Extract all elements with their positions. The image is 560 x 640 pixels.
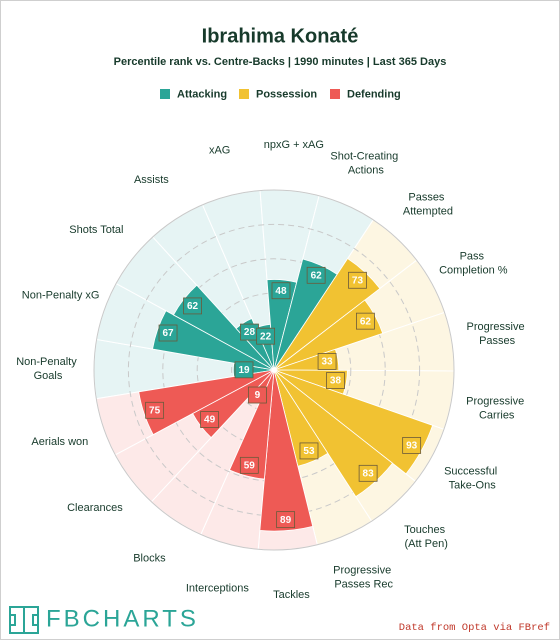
value-label: 62	[360, 316, 372, 327]
value-label: 49	[204, 415, 216, 426]
category-label: Progressive Passes Rec	[333, 564, 394, 590]
value-label: 67	[162, 328, 174, 339]
labels: 19 Non-Penalty Goals 67 Non-Penalty xG 62 Sho…	[16, 139, 527, 601]
value-label-box	[402, 437, 422, 454]
logo-icon	[9, 606, 39, 634]
legend-swatch	[239, 89, 249, 99]
value-label: 48	[275, 286, 287, 297]
category-label: Passes Attempted	[403, 191, 453, 217]
category-label: Pass Completion %	[439, 250, 508, 276]
category-label: Touches (Att Pen)	[404, 524, 448, 550]
value-label: 33	[322, 357, 334, 368]
chart-subtitle: Percentile rank vs. Centre-Backs | 1990 …	[114, 56, 447, 68]
value-label-box	[356, 312, 375, 330]
category-label: Progressive Carries	[466, 395, 527, 421]
legend-swatch	[330, 89, 340, 99]
value-label-box	[358, 464, 378, 482]
source-note: Data from Opta via FBref	[399, 622, 550, 634]
grid-circle	[127, 223, 421, 517]
category-label: npxG + xAG	[264, 139, 324, 151]
value-label-box	[348, 271, 367, 289]
category-label: Tackles	[273, 589, 310, 601]
value-label: 75	[149, 405, 161, 416]
value-label: 53	[303, 446, 315, 457]
value-label: 19	[238, 365, 250, 376]
value-label: 22	[260, 331, 272, 342]
value-label-box	[234, 361, 254, 379]
value-label: 59	[244, 460, 256, 471]
value-label-box	[317, 353, 337, 370]
legend-label: Attacking	[177, 88, 227, 100]
value-label: 62	[187, 301, 199, 312]
value-label: 89	[280, 515, 292, 526]
value-label-box	[239, 456, 259, 474]
value-label-box	[256, 327, 276, 345]
bar	[259, 369, 314, 532]
category-label: Blocks	[133, 552, 166, 564]
bar	[138, 369, 275, 436]
value-label: 9	[255, 390, 261, 401]
category-label: xAG	[209, 145, 230, 157]
bar	[273, 299, 384, 371]
value-label: 62	[311, 270, 323, 281]
value-label: 73	[352, 275, 364, 286]
category-label: Shots Total	[69, 224, 123, 236]
legend-label: Defending	[347, 88, 401, 100]
value-label: 38	[330, 376, 342, 387]
bar	[273, 369, 434, 475]
legend: Attacking Possession Defending	[160, 88, 401, 100]
value-label-box	[271, 282, 291, 300]
legend-label: Possession	[256, 88, 317, 100]
category-label: Assists	[134, 174, 169, 186]
category-label: Aerials won	[31, 436, 88, 448]
chart-title: Ibrahima Konaté	[202, 25, 359, 47]
bars	[138, 258, 434, 532]
legend-swatch	[160, 89, 170, 99]
category-label: Shot-Creating Actions	[330, 150, 401, 176]
category-label: Non-Penalty xG	[22, 289, 100, 301]
value-label-box	[183, 297, 202, 315]
category-label: Non-Penalty Goals	[16, 356, 80, 382]
bar	[152, 310, 275, 371]
category-label: Clearances	[67, 502, 123, 514]
category-label: Interceptions	[186, 583, 249, 595]
value-label-box	[200, 411, 219, 428]
category-label: Successful Take-Ons	[444, 466, 500, 492]
value-label-box	[299, 442, 319, 460]
value-label: 93	[406, 441, 418, 452]
grid-circle	[93, 189, 455, 551]
category-label: Progressive Passes	[467, 321, 528, 347]
value-label-box	[276, 511, 296, 529]
logo-text: FBCHARTS	[46, 605, 199, 632]
value-label-box	[248, 386, 267, 404]
value-label: 83	[363, 468, 375, 479]
value-label-box	[158, 324, 178, 342]
value-label-box	[145, 401, 165, 419]
value-label: 28	[244, 327, 256, 338]
value-label-box	[326, 372, 345, 389]
value-label-box	[306, 266, 326, 284]
